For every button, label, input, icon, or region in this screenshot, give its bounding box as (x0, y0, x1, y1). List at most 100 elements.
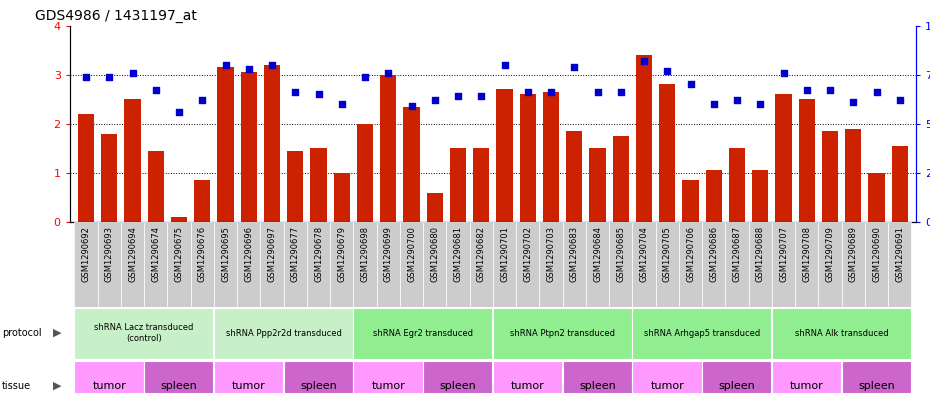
Text: GSM1290679: GSM1290679 (338, 226, 346, 282)
Bar (148, 151, 164, 222)
Text: spleen: spleen (161, 381, 197, 391)
Point (543, 89, 558, 95)
Bar (307, 222, 330, 307)
Text: GSM1290706: GSM1290706 (686, 226, 695, 282)
Point (101, 73, 116, 80)
Text: shRNA Ptpn2 transduced: shRNA Ptpn2 transduced (511, 329, 615, 338)
Point (892, 97, 907, 103)
Point (520, 89, 535, 95)
Point (706, 101, 721, 107)
Bar (167, 222, 191, 307)
Point (357, 73, 372, 80)
Point (194, 97, 209, 103)
Bar (357, 124, 373, 222)
Bar (284, 222, 307, 307)
Text: spleen: spleen (440, 381, 476, 391)
Point (869, 89, 883, 95)
Bar (121, 222, 144, 307)
Bar (493, 308, 631, 358)
Text: GSM1290690: GSM1290690 (872, 226, 881, 282)
Bar (702, 361, 771, 393)
Bar (539, 222, 563, 307)
Bar (284, 361, 352, 393)
Bar (702, 222, 725, 307)
Point (613, 89, 628, 95)
Point (380, 70, 395, 76)
Text: shRNA Arhgap5 transduced: shRNA Arhgap5 transduced (644, 329, 760, 338)
Text: GSM1290694: GSM1290694 (128, 226, 137, 282)
Bar (311, 148, 326, 222)
Bar (400, 222, 423, 307)
Bar (260, 222, 284, 307)
Point (404, 103, 418, 109)
Bar (353, 222, 377, 307)
Bar (214, 222, 237, 307)
Point (729, 97, 744, 103)
Text: GSM1290685: GSM1290685 (617, 226, 625, 282)
Text: GSM1290709: GSM1290709 (826, 226, 834, 282)
Bar (566, 131, 582, 222)
Bar (380, 75, 396, 222)
Bar (632, 308, 771, 358)
Bar (609, 222, 632, 307)
Text: GSM1290700: GSM1290700 (407, 226, 416, 282)
Text: GSM1290674: GSM1290674 (152, 226, 160, 282)
Bar (237, 222, 260, 307)
Bar (194, 180, 210, 222)
Point (799, 87, 814, 94)
Bar (101, 134, 117, 222)
Text: GSM1290702: GSM1290702 (524, 226, 532, 282)
Bar (818, 222, 842, 307)
Text: GSM1290676: GSM1290676 (198, 226, 206, 283)
Bar (74, 308, 213, 358)
Bar (543, 92, 559, 222)
Bar (520, 94, 536, 222)
Bar (404, 107, 419, 222)
Text: GSM1290699: GSM1290699 (384, 226, 392, 282)
Bar (423, 361, 492, 393)
Bar (470, 222, 493, 307)
Text: GSM1290680: GSM1290680 (431, 226, 439, 282)
Bar (497, 89, 512, 222)
Bar (353, 361, 422, 393)
Text: GSM1290704: GSM1290704 (640, 226, 648, 282)
Text: GSM1290686: GSM1290686 (710, 226, 718, 283)
Text: spleen: spleen (858, 381, 895, 391)
Point (171, 109, 186, 115)
Point (590, 89, 604, 95)
Text: GSM1290682: GSM1290682 (477, 226, 485, 282)
Point (264, 62, 279, 68)
Text: GSM1290693: GSM1290693 (105, 226, 113, 282)
Bar (563, 222, 586, 307)
Text: shRNA Alk transduced: shRNA Alk transduced (795, 329, 888, 338)
Point (450, 93, 465, 99)
Text: GSM1290681: GSM1290681 (454, 226, 462, 282)
Bar (377, 222, 400, 307)
Bar (287, 151, 303, 222)
Bar (888, 222, 911, 307)
Bar (563, 361, 631, 393)
Bar (427, 193, 443, 222)
Bar (590, 148, 605, 222)
Bar (706, 171, 722, 222)
Point (845, 99, 860, 105)
Bar (214, 308, 352, 358)
Text: GSM1290698: GSM1290698 (361, 226, 369, 282)
Bar (679, 222, 702, 307)
Bar (822, 131, 838, 222)
Bar (516, 222, 539, 307)
Text: tumor: tumor (650, 381, 684, 391)
Bar (772, 361, 841, 393)
Point (473, 93, 488, 99)
Text: GSM1290695: GSM1290695 (221, 226, 230, 282)
Bar (892, 146, 908, 222)
Point (287, 89, 302, 95)
Point (497, 62, 512, 68)
Text: GSM1290684: GSM1290684 (593, 226, 602, 282)
Bar (144, 361, 213, 393)
Text: GSM1290691: GSM1290691 (896, 226, 904, 282)
Text: GSM1290696: GSM1290696 (245, 226, 253, 282)
Bar (842, 361, 910, 393)
Point (659, 68, 674, 74)
Text: spleen: spleen (579, 381, 616, 391)
